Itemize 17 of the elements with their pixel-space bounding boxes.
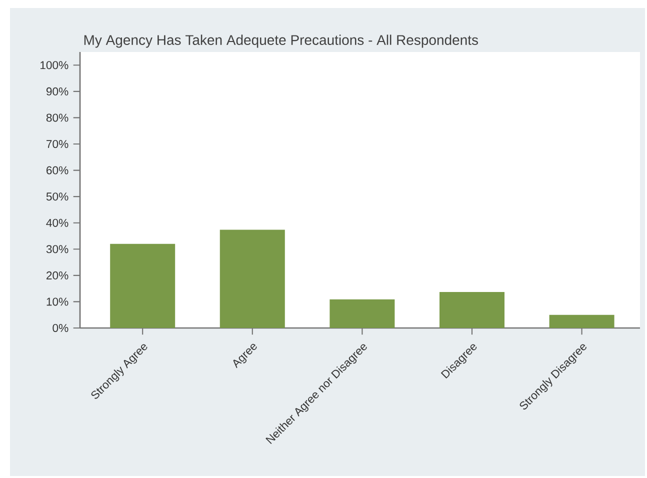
y-tick-label: 50% xyxy=(46,192,68,201)
y-tick-label: 40% xyxy=(46,218,68,227)
bar xyxy=(549,314,614,328)
y-tick-label: 60% xyxy=(46,166,68,174)
bar xyxy=(220,230,285,328)
y-tick-label: 30% xyxy=(46,245,68,254)
y-tick-label: 20% xyxy=(46,271,68,280)
y-tick-label: 70% xyxy=(46,140,68,148)
y-tick-label: 90% xyxy=(46,87,68,96)
chart-title: My Agency Has Taken Adequete Precautions - All Respondents xyxy=(84,34,478,48)
bar xyxy=(439,292,504,328)
y-tick-label: 10% xyxy=(46,298,68,306)
bar xyxy=(110,244,176,328)
y-tick-label: 0% xyxy=(52,324,68,332)
y-tick-label: 80% xyxy=(46,114,68,122)
bar xyxy=(330,299,395,328)
y-tick-label: 100% xyxy=(40,61,68,70)
